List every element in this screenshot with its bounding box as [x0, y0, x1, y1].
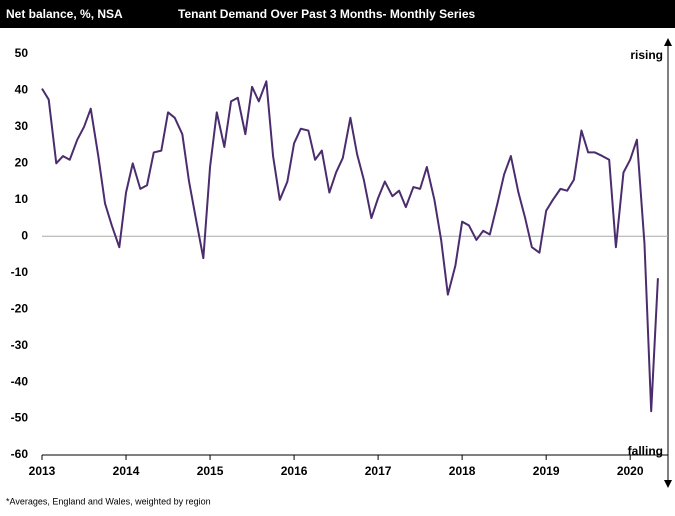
x-tick-label: 2020	[617, 464, 644, 478]
y-tick-label: -30	[11, 338, 29, 352]
y-tick-label: -40	[11, 374, 29, 388]
y-tick-label: 10	[15, 192, 29, 206]
x-tick-label: 2017	[365, 464, 392, 478]
data-line	[41, 80, 659, 413]
annotation: rising	[630, 48, 663, 62]
x-tick-label: 2018	[449, 464, 476, 478]
y-tick-label: -60	[11, 447, 29, 461]
y-tick-label: 0	[21, 228, 28, 242]
y-tick-label: 20	[15, 156, 29, 170]
y-tick-label: -10	[11, 265, 29, 279]
y-tick-label: 50	[15, 46, 29, 60]
x-tick-label: 2016	[281, 464, 308, 478]
y-tick-label: -20	[11, 301, 29, 315]
x-tick-label: 2019	[533, 464, 560, 478]
y-tick-label: 40	[15, 83, 29, 97]
x-tick-label: 2015	[197, 464, 224, 478]
y-tick-label: 30	[15, 119, 29, 133]
x-tick-label: 2013	[29, 464, 56, 478]
footnote: *Averages, England and Wales, weighted b…	[6, 496, 211, 506]
x-tick-label: 2014	[113, 464, 140, 478]
header-bar	[0, 0, 675, 28]
header: Net balance, %, NSA	[6, 7, 123, 21]
chart-title: Tenant Demand Over Past 3 Months- Monthl…	[178, 7, 475, 21]
y-tick-label: -50	[11, 411, 29, 425]
annotation: falling	[628, 444, 663, 458]
